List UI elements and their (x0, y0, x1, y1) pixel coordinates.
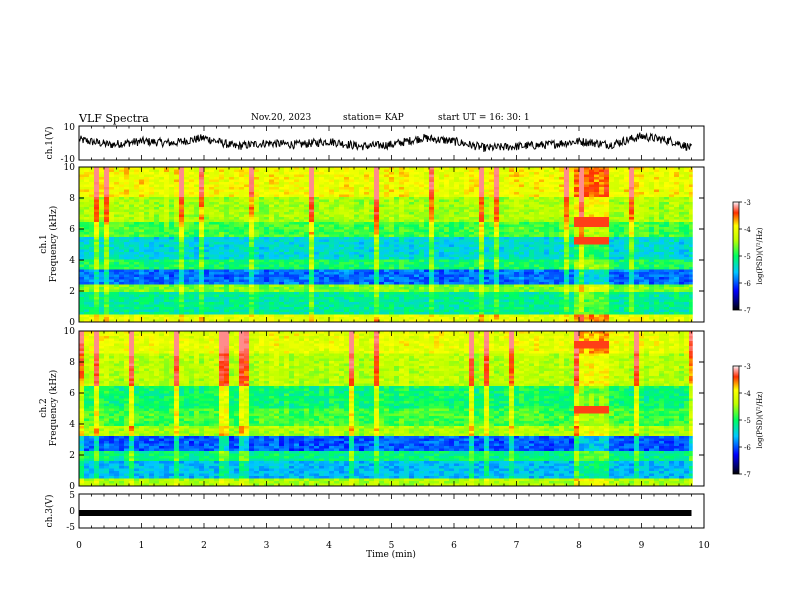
ch2-spectrogram-ylabel-channel: ch.2 (39, 398, 49, 417)
ch2-colorbar-tick: -7 (744, 471, 751, 479)
ch2-spectrogram-ytick: 2 (69, 451, 75, 461)
ch1-spectrogram-ylabel-channel: ch.1 (39, 234, 49, 253)
x-tick-label: 3 (264, 541, 270, 551)
ch3-waveform-ylabel: ch.3(V) (44, 495, 55, 528)
ch2-spectrogram-ytick: 4 (69, 420, 75, 430)
ch1-spectrogram-ylabel-frequency: Frequency (kHz) (48, 206, 59, 283)
x-tick-label: 2 (201, 541, 207, 551)
ch1-colorbar-tick: -4 (744, 226, 751, 234)
x-tick-label: 6 (451, 541, 457, 551)
ch1-colorbar-tick: -5 (744, 253, 751, 261)
ch2-spectrogram-ytick: 8 (69, 358, 75, 368)
ch2-colorbar-tick: -6 (744, 444, 751, 452)
ch2-spectrogram-ylabel-frequency: Frequency (kHz) (48, 370, 59, 447)
ch2-colorbar-tick: -3 (744, 363, 751, 371)
ch2-colorbar (732, 365, 740, 475)
x-tick-label: 1 (139, 541, 145, 551)
ch1-waveform-ylabel: ch.1(V) (44, 127, 55, 160)
ch2-colorbar-tick: -5 (744, 417, 751, 425)
ch1-waveform-line (78, 132, 692, 153)
ch1-spectrogram-ytick: 0 (69, 318, 75, 328)
ch2-spectrogram-ytick: 6 (69, 389, 75, 399)
ch1-colorbar (732, 201, 740, 311)
x-tick-label: 0 (76, 541, 82, 551)
panel-ch3-waveform: 5 0 -5 ch.3(V) (44, 491, 705, 533)
ch1-colorbar-tick: -3 (744, 199, 751, 207)
ch1-colorbar-tick: -7 (744, 307, 751, 315)
ch2-spectrogram-image (79, 331, 704, 487)
x-axis-label: Time (min) (366, 549, 416, 560)
x-tick-label: 7 (514, 541, 520, 551)
ch1-spectrogram-ytick: 6 (69, 225, 75, 235)
ch1-ytick-bottom: -10 (61, 155, 76, 165)
date-label: Nov.20, 2023 (251, 113, 312, 123)
station-label: station= KAP (343, 113, 404, 123)
start-time-label: start UT = 16: 30: 1 (438, 113, 530, 123)
ch2-spectrogram-ytick: 10 (64, 327, 76, 337)
ch1-ytick-top: 10 (64, 123, 76, 133)
x-tick-label: 8 (576, 541, 582, 551)
x-tick-label: 9 (639, 541, 645, 551)
ch3-ytick-bottom: -5 (66, 523, 75, 533)
ch1-colorbar-tick: -6 (744, 280, 751, 288)
ch2-colorbar-label: log(PSD)(V²/Hz) (756, 391, 764, 448)
panel-ch1-waveform: 10 -10 ch.1(V) (44, 123, 705, 165)
x-tick-label: 5 (389, 541, 395, 551)
ch1-colorbar-label: log(PSD)(V²/Hz) (756, 227, 764, 284)
x-tick-label: 4 (326, 541, 332, 551)
ch2-spectrogram-ytick: 0 (69, 482, 75, 492)
ch1-spectrogram-ytick: 4 (69, 256, 75, 266)
ch1-spectrogram-image (79, 167, 704, 323)
ch1-spectrogram-ytick: 10 (64, 163, 76, 173)
ch3-ytick-top: 5 (69, 491, 75, 501)
ch1-spectrogram-ytick: 8 (69, 194, 75, 204)
x-axis-ticks: 0 1 2 3 4 5 6 7 8 9 10 (76, 126, 710, 551)
ch2-colorbar-tick: -4 (744, 390, 751, 398)
ch1-spectrogram-ytick: 2 (69, 287, 75, 297)
ch3-ytick-middle: 0 (69, 507, 75, 517)
figure-title: VLF Spectra (79, 112, 149, 125)
x-tick-label: 10 (698, 541, 710, 551)
